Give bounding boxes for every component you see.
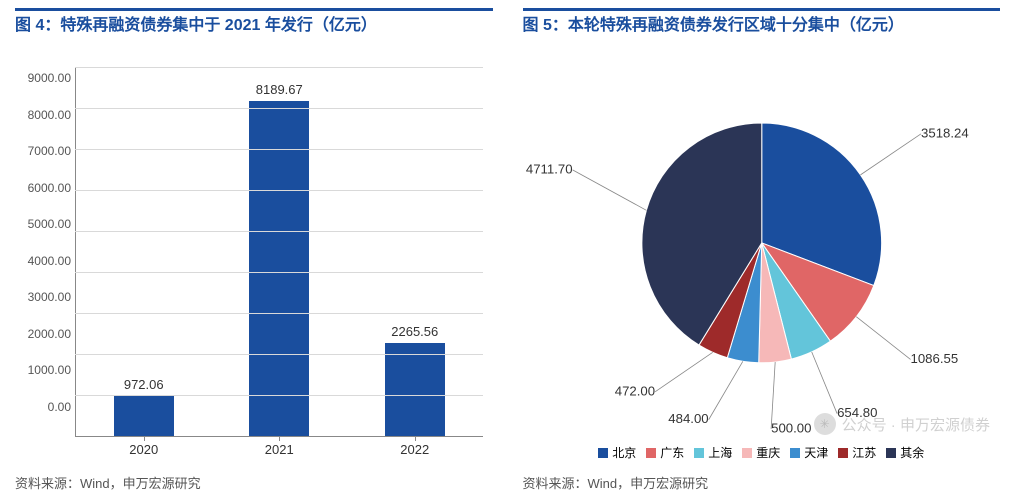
legend-item-重庆: 重庆 — [742, 444, 780, 461]
legend-swatch — [886, 448, 896, 458]
pie-value-label: 3518.24 — [921, 125, 969, 140]
legend-swatch — [838, 448, 848, 458]
x-label: 2021 — [249, 442, 309, 457]
bar-value-label: 972.06 — [114, 377, 174, 392]
legend-label: 天津 — [804, 444, 828, 461]
pie-value-label: 472.00 — [614, 383, 654, 398]
y-tick-label: 2000.00 — [28, 327, 71, 341]
pie-value-label: 4711.70 — [525, 161, 572, 176]
legend-swatch — [742, 448, 752, 458]
legend-label: 广东 — [660, 444, 684, 461]
y-tick-label: 3000.00 — [28, 290, 71, 304]
pie-value-label: 654.80 — [837, 405, 877, 420]
pie-value-label: 500.00 — [771, 420, 811, 435]
pie-value-label: 1086.55 — [910, 351, 958, 366]
right-title: 图 5：本轮特殊再融资债券发行区域十分集中（亿元） — [523, 8, 1001, 58]
legend-item-江苏: 江苏 — [838, 444, 876, 461]
bar-2020: 972.062020 — [114, 68, 174, 436]
legend-swatch — [694, 448, 704, 458]
y-tick-label: 8000.00 — [28, 108, 71, 122]
bar-2022: 2265.562022 — [385, 68, 445, 436]
legend-item-其余: 其余 — [886, 444, 924, 461]
y-tick-label: 7000.00 — [28, 144, 71, 158]
bar-value-label: 2265.56 — [385, 324, 445, 339]
bar-2021: 8189.672021 — [249, 68, 309, 436]
legend-item-广东: 广东 — [646, 444, 684, 461]
bar-chart-area: 0.00 1000.00 2000.00 3000.00 4000.00 5000.00 6… — [15, 58, 493, 467]
x-label: 2022 — [385, 442, 445, 457]
right-source: 资料来源：Wind，申万宏源研究 — [523, 467, 1001, 502]
y-tick-label: 4000.00 — [28, 254, 71, 268]
legend-swatch — [646, 448, 656, 458]
legend-swatch — [790, 448, 800, 458]
bar-value-label: 8189.67 — [249, 82, 309, 97]
left-source: 资料来源：Wind，申万宏源研究 — [15, 467, 493, 502]
legend-swatch — [598, 448, 608, 458]
left-title: 图 4：特殊再融资债券集中于 2021 年发行（亿元） — [15, 8, 493, 58]
pie-value-label: 484.00 — [668, 411, 708, 426]
legend-label: 上海 — [708, 444, 732, 461]
left-panel: 图 4：特殊再融资债券集中于 2021 年发行（亿元） 0.00 1000.00 2… — [0, 0, 508, 502]
pie-legend: 北京 广东 上海 重庆 天津 江苏 其余 — [598, 440, 924, 467]
legend-label: 北京 — [612, 444, 636, 461]
legend-item-天津: 天津 — [790, 444, 828, 461]
pie-chart-area: 3518.24 1086.55 654.80 500.00 484.00 472.00 47… — [523, 58, 1001, 467]
bar-plot: 972.062020 8189.672021 2265.562022 — [75, 68, 483, 437]
legend-item-北京: 北京 — [598, 444, 636, 461]
y-tick-label: 1000.00 — [28, 363, 71, 377]
legend-item-上海: 上海 — [694, 444, 732, 461]
legend-label: 重庆 — [756, 444, 780, 461]
x-label: 2020 — [114, 442, 174, 457]
y-tick-label: 9000.00 — [28, 71, 71, 85]
y-tick-label: 0.00 — [48, 400, 71, 414]
legend-label: 江苏 — [852, 444, 876, 461]
legend-label: 其余 — [900, 444, 924, 461]
y-tick-label: 6000.00 — [28, 181, 71, 195]
right-panel: 图 5：本轮特殊再融资债券发行区域十分集中（亿元） 3518.24 1086.55… — [508, 0, 1015, 502]
pie-svg: 3518.24 1086.55 654.80 500.00 484.00 472.00 47… — [523, 58, 1001, 440]
y-tick-label: 5000.00 — [28, 217, 71, 231]
